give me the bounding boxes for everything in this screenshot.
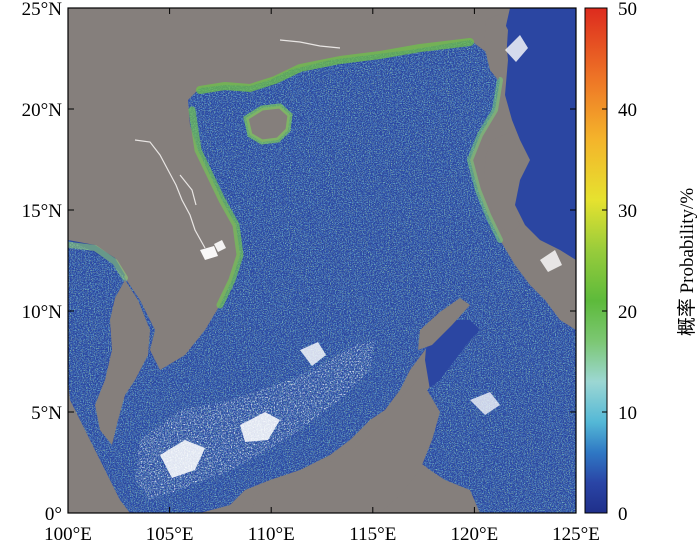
river-lines xyxy=(134,39,341,249)
luzon-island xyxy=(484,132,520,235)
coastal-high-probability xyxy=(68,38,503,309)
taiwan-island xyxy=(484,14,508,80)
sea-region-east xyxy=(505,8,576,260)
x-tick-label: 105°E xyxy=(146,524,194,545)
hainan-island xyxy=(246,106,290,142)
y-tick-label: 0° xyxy=(45,504,62,525)
map-ticks xyxy=(67,7,577,514)
colorbar-ticks xyxy=(602,7,607,514)
y-tick-label: 25°N xyxy=(22,0,63,20)
x-tick-label: 125°E xyxy=(552,524,600,545)
no-data-patches xyxy=(135,35,562,500)
sumatra-landmass xyxy=(68,420,115,513)
x-tick-label: 100°E xyxy=(44,524,92,545)
colorbar-tick-label: 50 xyxy=(618,0,637,20)
borneo-landmass xyxy=(250,378,440,513)
y-tick-labels: 0° 5°N 10°N 15°N 20°N 25°N xyxy=(22,0,63,525)
colorbar-tick-label: 20 xyxy=(618,302,637,323)
colorbar-title: 概率 Probability/% xyxy=(676,188,698,336)
x-tick-label: 120°E xyxy=(451,524,499,545)
x-tick-label: 110°E xyxy=(248,524,295,545)
y-tick-label: 20°N xyxy=(22,100,63,121)
y-tick-label: 5°N xyxy=(31,403,62,424)
malay-peninsula xyxy=(95,280,150,445)
colorbar-tick-label: 10 xyxy=(618,403,637,424)
map-frame xyxy=(67,7,577,514)
colorbar-tick-label: 30 xyxy=(618,201,637,222)
colorbar-tick-label: 40 xyxy=(618,100,637,121)
palawan-island xyxy=(418,298,470,350)
y-tick-label: 10°N xyxy=(22,302,63,323)
colorbar-tick-label: 0 xyxy=(618,504,628,525)
colorbar: 0 10 20 30 40 50 概率 Probability/% xyxy=(584,0,698,525)
colorbar-tick-labels: 0 10 20 30 40 50 xyxy=(618,0,637,525)
map-area xyxy=(68,8,576,513)
y-tick-label: 15°N xyxy=(22,201,63,222)
x-tick-labels: 100°E 105°E 110°E 115°E 120°E 125°E xyxy=(44,524,600,545)
colorbar-gradient xyxy=(584,7,608,514)
x-tick-label: 115°E xyxy=(349,524,396,545)
